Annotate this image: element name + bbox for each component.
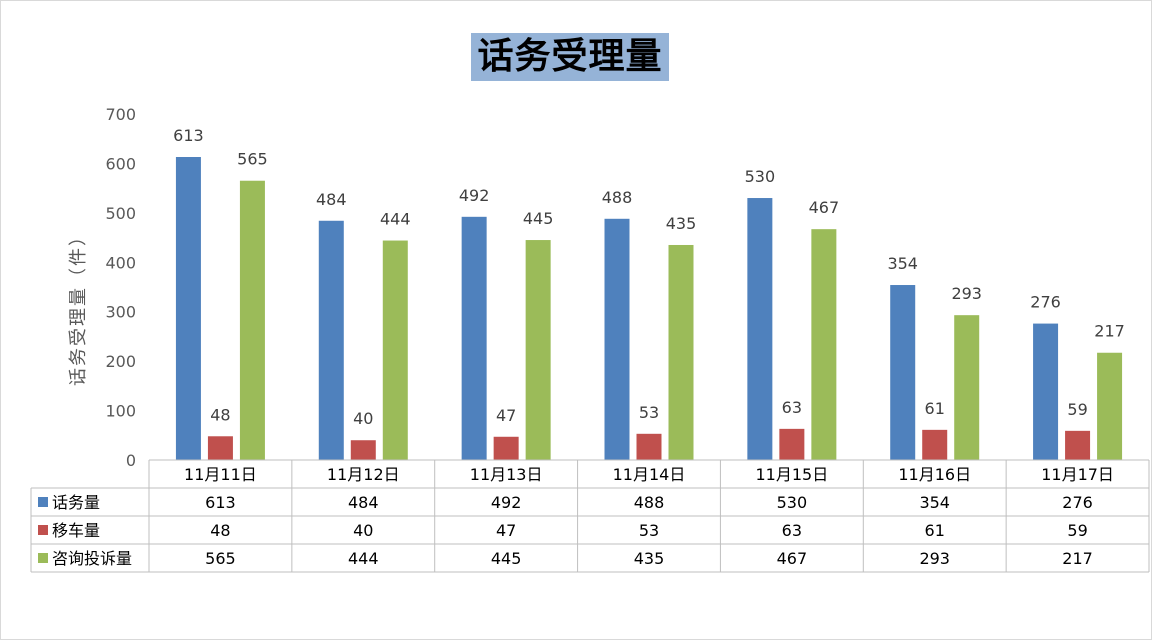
chart-title: 话务受理量 [471, 33, 669, 81]
bar-2-1 [207, 436, 233, 460]
data-label: 444 [380, 210, 411, 229]
bar-1-5 [747, 198, 773, 460]
y-tick-label: 0 [126, 451, 136, 470]
y-tick-label: 500 [105, 204, 136, 223]
table-cell: 613 [205, 493, 236, 512]
table-cell: 435 [634, 549, 665, 568]
table-cell: 47 [496, 521, 516, 540]
bar-3-5 [811, 229, 837, 460]
table-cell: 63 [782, 521, 802, 540]
legend-entry: 咨询投诉量 [52, 549, 132, 568]
bar-2-2 [350, 440, 376, 460]
legend-swatch [38, 497, 48, 507]
table-cell: 484 [348, 493, 379, 512]
data-label: 47 [496, 406, 516, 425]
y-tick-label: 300 [105, 303, 136, 322]
legend-entry: 话务量 [52, 493, 100, 512]
x-tick-label: 11月13日 [470, 465, 543, 484]
data-label: 217 [1094, 322, 1125, 341]
bar-2-4 [636, 433, 662, 460]
legend-swatch [38, 553, 48, 563]
table-cell: 354 [919, 493, 950, 512]
x-tick-label: 11月14日 [613, 465, 686, 484]
data-label: 467 [809, 198, 840, 217]
legend-entry: 移车量 [52, 521, 100, 540]
table-cell: 217 [1062, 549, 1093, 568]
data-label: 59 [1067, 400, 1087, 419]
bar-3-1 [239, 180, 265, 460]
data-label: 63 [782, 398, 802, 417]
data-label: 276 [1030, 293, 1061, 312]
data-label: 61 [925, 399, 945, 418]
data-label: 492 [459, 186, 490, 205]
bar-1-3 [461, 216, 487, 460]
bar-3-4 [668, 244, 694, 460]
table-cell: 53 [639, 521, 659, 540]
bar-3-3 [525, 240, 551, 460]
x-tick-label: 11月16日 [898, 465, 971, 484]
table-cell: 467 [777, 549, 808, 568]
y-tick-label: 700 [105, 105, 136, 124]
data-label: 488 [602, 188, 633, 207]
data-label: 53 [639, 403, 659, 422]
x-tick-label: 11月17日 [1041, 465, 1114, 484]
data-label: 354 [887, 254, 918, 273]
bar-1-7 [1033, 323, 1059, 460]
data-label: 484 [316, 190, 347, 209]
bar-1-4 [604, 218, 630, 460]
x-tick-label: 11月15日 [755, 465, 828, 484]
data-label: 613 [173, 126, 204, 145]
bar-3-7 [1097, 352, 1123, 460]
y-tick-label: 400 [105, 253, 136, 272]
bar-2-5 [779, 428, 805, 460]
table-cell: 59 [1067, 521, 1087, 540]
data-label: 48 [210, 405, 230, 424]
table-cell: 61 [925, 521, 945, 540]
data-label: 565 [237, 150, 268, 169]
table-cell: 565 [205, 549, 236, 568]
x-tick-label: 11月11日 [184, 465, 257, 484]
data-label: 445 [523, 209, 554, 228]
bar-2-3 [493, 436, 519, 460]
table-cell: 445 [491, 549, 522, 568]
table-cell: 48 [210, 521, 230, 540]
bar-1-2 [318, 220, 344, 460]
table-cell: 293 [919, 549, 950, 568]
legend-swatch [38, 525, 48, 535]
table-cell: 40 [353, 521, 373, 540]
bar-1-6 [890, 285, 916, 460]
bar-3-2 [382, 240, 408, 460]
y-tick-label: 200 [105, 352, 136, 371]
bar-3-6 [954, 315, 980, 460]
y-tick-label: 100 [105, 402, 136, 421]
y-tick-label: 600 [105, 154, 136, 173]
data-label: 435 [666, 214, 697, 233]
data-label: 40 [353, 409, 373, 428]
table-cell: 276 [1062, 493, 1093, 512]
table-cell: 492 [491, 493, 522, 512]
data-label: 530 [745, 167, 776, 186]
bar-1-1 [175, 157, 201, 460]
table-cell: 530 [777, 493, 808, 512]
table-cell: 444 [348, 549, 379, 568]
bar-2-7 [1065, 430, 1091, 460]
table-cell: 488 [634, 493, 665, 512]
x-tick-label: 11月12日 [327, 465, 400, 484]
data-label: 293 [951, 284, 982, 303]
bar-2-6 [922, 429, 948, 460]
